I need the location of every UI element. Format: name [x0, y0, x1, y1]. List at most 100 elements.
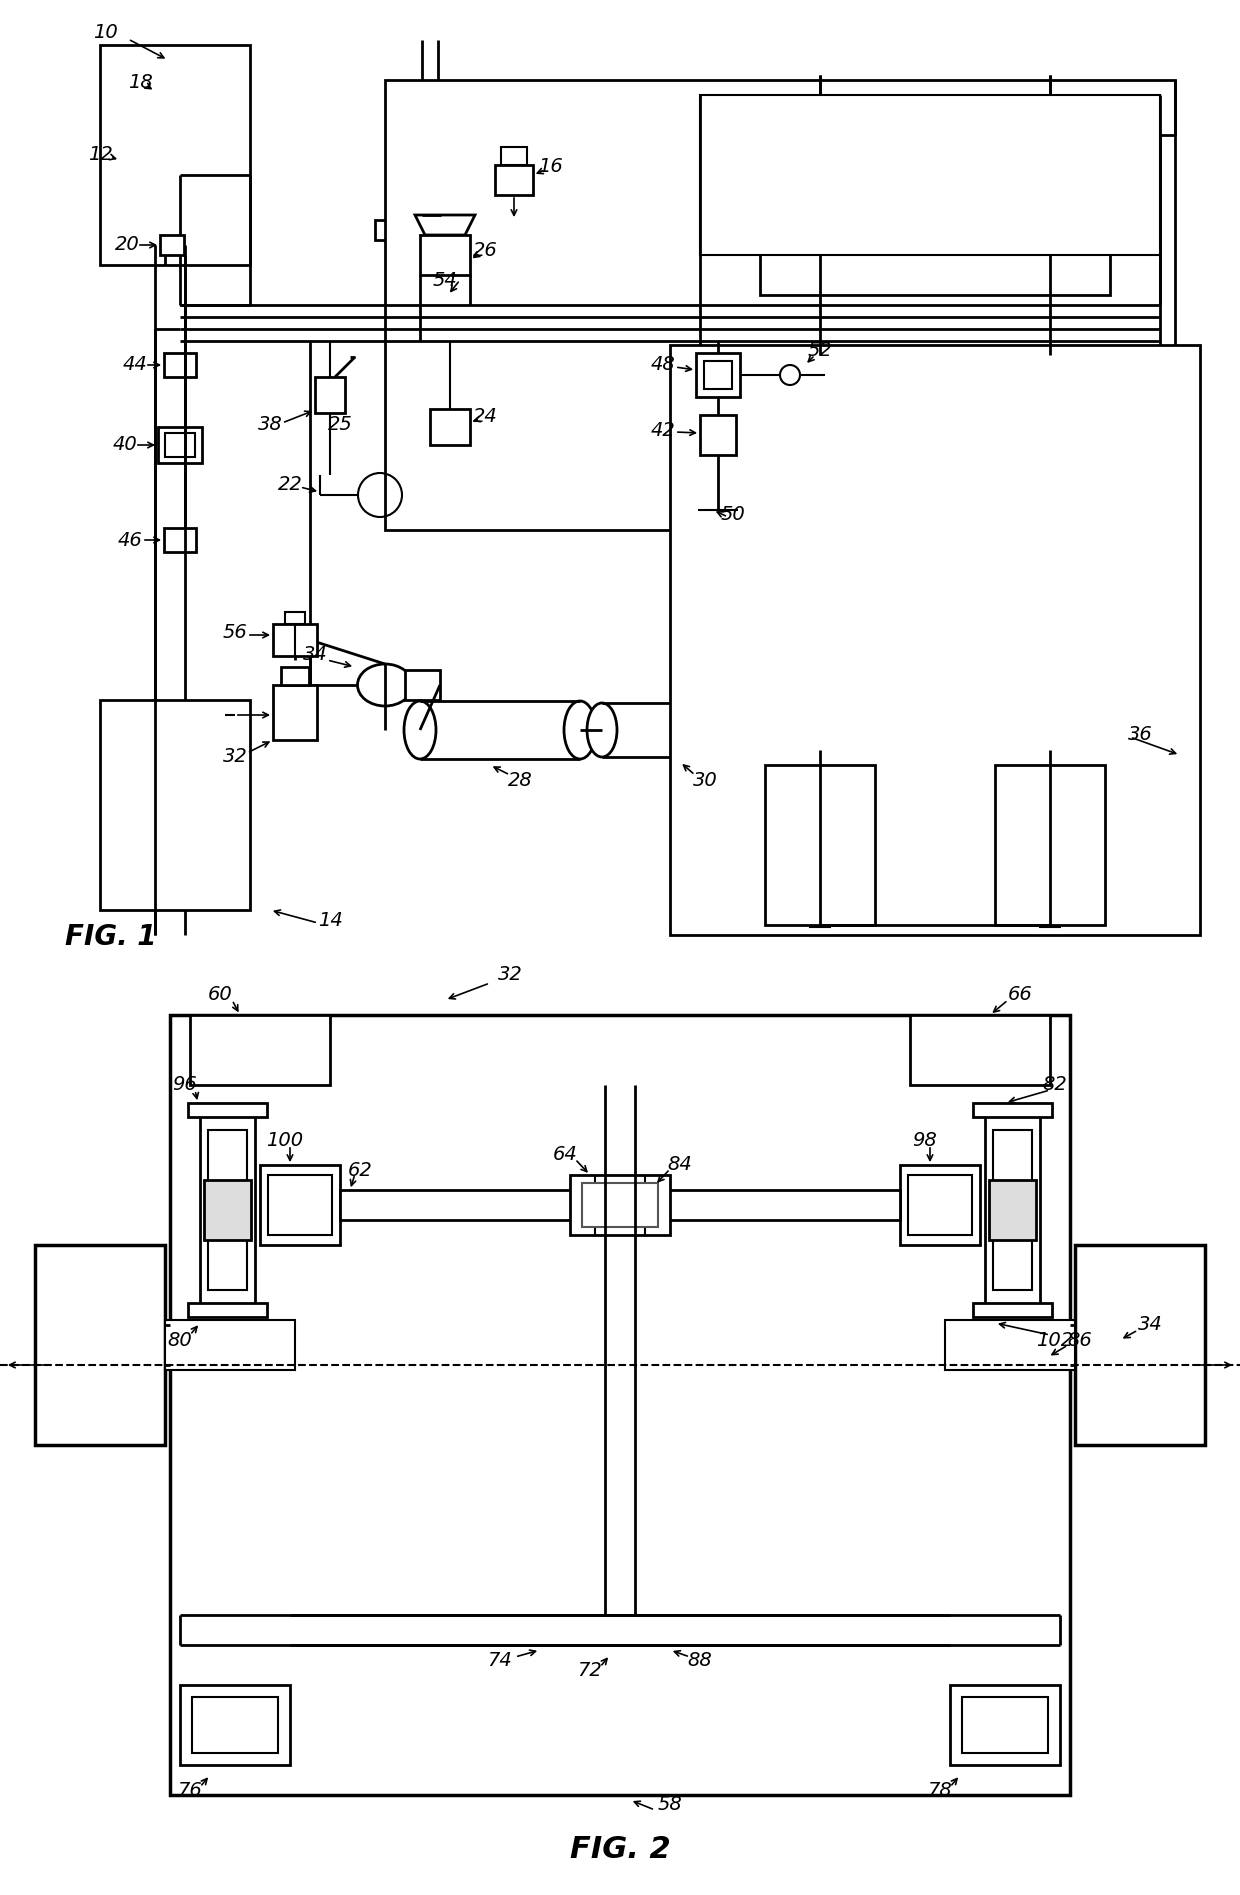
FancyBboxPatch shape [775, 798, 866, 911]
Bar [148, 741, 184, 754]
Text: 52: 52 [807, 341, 832, 360]
Bar [405, 256, 455, 284]
FancyBboxPatch shape [1004, 125, 1095, 226]
Ellipse shape [564, 701, 596, 760]
Bar [1040, 237, 1060, 246]
Bar [260, 1165, 340, 1245]
Bar [760, 226, 1110, 296]
Text: 82: 82 [1043, 1076, 1068, 1095]
Text: 30: 30 [693, 771, 718, 790]
Bar [810, 237, 830, 246]
Bar [900, 1165, 980, 1245]
Bar [1032, 110, 1068, 123]
Bar [100, 699, 250, 910]
Bar [1030, 146, 1070, 201]
Bar [985, 1114, 1040, 1306]
Bar [802, 788, 838, 803]
Text: 14: 14 [317, 910, 342, 930]
Text: 76: 76 [177, 1781, 202, 1800]
Bar [384, 80, 1176, 531]
Text: 50: 50 [720, 506, 745, 525]
Bar [391, 235, 470, 260]
Bar [501, 148, 527, 165]
Text: 96: 96 [172, 1076, 197, 1095]
Bar [802, 110, 838, 123]
Text: 62: 62 [347, 1160, 372, 1179]
Text: 54: 54 [433, 271, 458, 290]
Text: 32: 32 [223, 747, 247, 766]
Bar [340, 1190, 900, 1220]
Text: 56: 56 [223, 622, 247, 642]
Bar [973, 1103, 1052, 1116]
Bar [800, 146, 839, 201]
Text: 78: 78 [928, 1781, 952, 1800]
Bar [188, 1304, 267, 1317]
Text: 12: 12 [88, 146, 113, 165]
Bar [973, 1304, 1052, 1317]
Bar [701, 95, 1159, 256]
Text: 98: 98 [913, 1131, 937, 1150]
Bar [910, 1016, 1050, 1086]
Polygon shape [415, 214, 475, 235]
Text: 74: 74 [487, 1651, 512, 1669]
Text: 22: 22 [278, 476, 303, 495]
Text: 84: 84 [667, 1156, 692, 1175]
Bar [374, 220, 485, 241]
Bar [165, 1321, 295, 1370]
Text: 86: 86 [1068, 1330, 1092, 1349]
Bar [1030, 830, 1070, 885]
Bar [1032, 788, 1068, 803]
Bar [164, 529, 196, 551]
Bar [200, 1114, 255, 1306]
Bar [145, 874, 185, 891]
FancyBboxPatch shape [775, 125, 866, 226]
Bar [170, 1016, 1070, 1795]
Bar [704, 362, 732, 388]
Text: 26: 26 [472, 241, 497, 260]
Bar [273, 684, 317, 741]
Bar [1040, 102, 1060, 114]
Text: 38: 38 [258, 415, 283, 434]
Text: 36: 36 [1127, 726, 1152, 745]
Text: 80: 80 [167, 1330, 192, 1349]
Bar [143, 140, 187, 195]
Bar [136, 243, 193, 256]
Bar [157, 426, 202, 462]
Bar [670, 345, 1200, 934]
Bar [143, 805, 187, 855]
Text: 44: 44 [123, 356, 148, 375]
Bar [945, 1321, 1075, 1370]
Text: 60: 60 [207, 985, 232, 1004]
Text: 64: 64 [553, 1145, 578, 1165]
Text: 18: 18 [128, 74, 153, 93]
Bar [810, 102, 830, 114]
Text: 72: 72 [578, 1660, 603, 1679]
Text: 88: 88 [688, 1651, 712, 1669]
Bar [810, 917, 830, 927]
Text: 28: 28 [507, 771, 532, 790]
Bar [155, 731, 175, 741]
Bar [192, 1698, 278, 1753]
Bar [145, 224, 185, 244]
Text: 24: 24 [472, 407, 497, 426]
Text: 48: 48 [651, 356, 676, 375]
Bar [950, 1325, 1070, 1364]
Bar [810, 779, 830, 788]
Bar [696, 352, 740, 396]
Text: 100: 100 [267, 1131, 304, 1150]
Bar [165, 432, 195, 457]
Bar [802, 224, 838, 237]
Bar [802, 904, 838, 917]
Bar [405, 671, 440, 699]
Bar [434, 288, 450, 299]
Bar [180, 1685, 290, 1764]
Bar [994, 766, 1105, 925]
Text: 10: 10 [93, 23, 118, 42]
Bar [148, 91, 184, 104]
Bar [164, 352, 196, 377]
Bar [190, 1016, 330, 1086]
Text: 20: 20 [114, 235, 139, 254]
Bar [268, 1175, 332, 1236]
Bar [281, 667, 309, 684]
Text: 42: 42 [651, 421, 676, 440]
